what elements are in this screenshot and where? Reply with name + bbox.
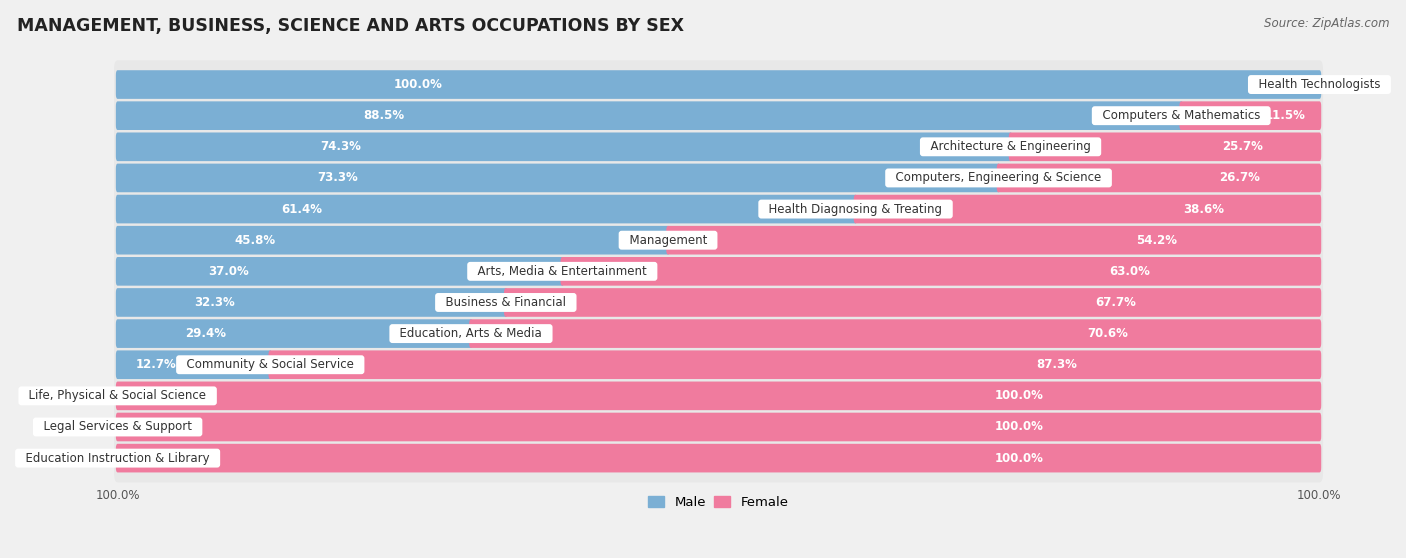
FancyBboxPatch shape — [114, 372, 1323, 420]
Text: 88.5%: 88.5% — [363, 109, 404, 122]
Text: Health Diagnosing & Treating: Health Diagnosing & Treating — [761, 203, 950, 215]
Text: Management: Management — [621, 234, 714, 247]
Text: 0.0%: 0.0% — [129, 389, 159, 402]
FancyBboxPatch shape — [503, 288, 1322, 317]
FancyBboxPatch shape — [115, 319, 472, 348]
Text: 54.2%: 54.2% — [1136, 234, 1177, 247]
FancyBboxPatch shape — [997, 163, 1322, 193]
FancyBboxPatch shape — [115, 70, 1322, 99]
FancyBboxPatch shape — [115, 132, 1012, 161]
FancyBboxPatch shape — [114, 247, 1323, 296]
FancyBboxPatch shape — [115, 350, 273, 379]
Text: 100.0%: 100.0% — [994, 389, 1043, 402]
Text: 25.7%: 25.7% — [1222, 140, 1263, 153]
Text: Legal Services & Support: Legal Services & Support — [37, 421, 200, 434]
Text: Source: ZipAtlas.com: Source: ZipAtlas.com — [1264, 17, 1389, 30]
Text: Business & Financial: Business & Financial — [439, 296, 574, 309]
Text: 73.3%: 73.3% — [318, 171, 359, 185]
Text: 70.6%: 70.6% — [1087, 327, 1128, 340]
FancyBboxPatch shape — [114, 309, 1323, 358]
FancyBboxPatch shape — [1008, 132, 1322, 161]
Text: 37.0%: 37.0% — [208, 265, 249, 278]
FancyBboxPatch shape — [115, 382, 1322, 410]
Text: 0.0%: 0.0% — [129, 421, 159, 434]
FancyBboxPatch shape — [470, 319, 1322, 348]
Text: 11.5%: 11.5% — [1264, 109, 1305, 122]
Legend: Male, Female: Male, Female — [643, 491, 794, 514]
FancyBboxPatch shape — [114, 278, 1323, 327]
FancyBboxPatch shape — [115, 195, 858, 223]
Text: Architecture & Engineering: Architecture & Engineering — [922, 140, 1098, 153]
Text: Computers, Engineering & Science: Computers, Engineering & Science — [889, 171, 1109, 185]
Text: 0.0%: 0.0% — [1278, 78, 1308, 91]
Text: Community & Social Service: Community & Social Service — [179, 358, 361, 371]
FancyBboxPatch shape — [115, 257, 564, 286]
Text: 61.4%: 61.4% — [281, 203, 322, 215]
Text: 87.3%: 87.3% — [1036, 358, 1077, 371]
Text: 63.0%: 63.0% — [1109, 265, 1150, 278]
FancyBboxPatch shape — [269, 350, 1322, 379]
Text: Education, Arts & Media: Education, Arts & Media — [392, 327, 550, 340]
Text: MANAGEMENT, BUSINESS, SCIENCE AND ARTS OCCUPATIONS BY SEX: MANAGEMENT, BUSINESS, SCIENCE AND ARTS O… — [17, 17, 683, 35]
Text: 38.6%: 38.6% — [1182, 203, 1225, 215]
Text: Health Technologists: Health Technologists — [1251, 78, 1388, 91]
Text: Life, Physical & Social Science: Life, Physical & Social Science — [21, 389, 214, 402]
Text: 32.3%: 32.3% — [194, 296, 235, 309]
FancyBboxPatch shape — [115, 288, 508, 317]
FancyBboxPatch shape — [115, 102, 1182, 130]
FancyBboxPatch shape — [114, 340, 1323, 389]
Text: 45.8%: 45.8% — [235, 234, 276, 247]
Text: 12.7%: 12.7% — [135, 358, 176, 371]
Text: 100.0%: 100.0% — [994, 451, 1043, 465]
Text: 74.3%: 74.3% — [321, 140, 361, 153]
FancyBboxPatch shape — [114, 434, 1323, 483]
Text: 67.7%: 67.7% — [1095, 296, 1136, 309]
Text: 29.4%: 29.4% — [186, 327, 226, 340]
FancyBboxPatch shape — [115, 163, 1000, 193]
FancyBboxPatch shape — [115, 413, 1322, 441]
FancyBboxPatch shape — [561, 257, 1322, 286]
Text: 100.0%: 100.0% — [994, 421, 1043, 434]
FancyBboxPatch shape — [666, 226, 1322, 254]
FancyBboxPatch shape — [114, 403, 1323, 451]
FancyBboxPatch shape — [115, 444, 1322, 473]
Text: Computers & Mathematics: Computers & Mathematics — [1095, 109, 1268, 122]
FancyBboxPatch shape — [114, 60, 1323, 109]
FancyBboxPatch shape — [114, 185, 1323, 233]
Text: 0.0%: 0.0% — [129, 451, 159, 465]
Text: 26.7%: 26.7% — [1219, 171, 1260, 185]
FancyBboxPatch shape — [853, 195, 1322, 223]
FancyBboxPatch shape — [114, 92, 1323, 140]
FancyBboxPatch shape — [1180, 102, 1322, 130]
FancyBboxPatch shape — [114, 216, 1323, 264]
Text: 100.0%: 100.0% — [394, 78, 443, 91]
FancyBboxPatch shape — [115, 226, 669, 254]
Text: Education Instruction & Library: Education Instruction & Library — [18, 451, 217, 465]
Text: Arts, Media & Entertainment: Arts, Media & Entertainment — [470, 265, 654, 278]
FancyBboxPatch shape — [114, 123, 1323, 171]
FancyBboxPatch shape — [114, 153, 1323, 202]
